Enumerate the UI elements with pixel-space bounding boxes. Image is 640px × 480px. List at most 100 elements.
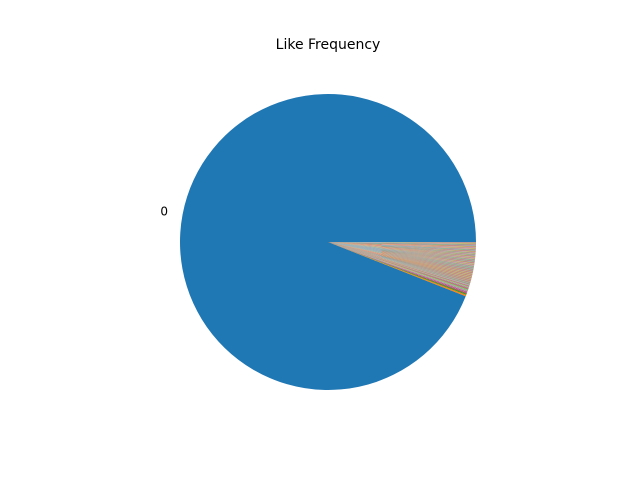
pie-slice xyxy=(328,242,467,297)
pie-slice xyxy=(328,242,474,268)
pie-slice xyxy=(328,242,476,260)
pie-slice xyxy=(328,242,473,276)
pie-slice xyxy=(328,242,472,279)
pie-slice xyxy=(328,242,473,275)
pie-slice xyxy=(328,242,476,252)
pie-slice xyxy=(328,242,470,285)
pie-slice xyxy=(328,242,476,247)
pie-slice xyxy=(328,242,476,247)
pie-slice xyxy=(328,242,472,277)
pie-slice xyxy=(328,242,474,269)
pie-slice xyxy=(328,242,476,244)
pie-slice xyxy=(328,242,476,255)
pie-slice xyxy=(328,242,476,260)
pie-slice xyxy=(328,242,476,249)
pie-slice xyxy=(328,242,473,276)
pie-slice xyxy=(328,242,476,255)
pie-slice xyxy=(328,242,476,245)
pie-slice xyxy=(328,242,472,279)
pie-slice xyxy=(328,242,471,284)
pie-slice xyxy=(328,242,472,280)
pie-slice xyxy=(328,242,473,277)
pie-slice xyxy=(328,242,476,257)
pie-slice xyxy=(328,242,474,271)
pie-slice xyxy=(328,242,471,284)
pie-slice xyxy=(328,242,476,250)
pie-slice xyxy=(328,242,475,267)
pie-slice xyxy=(328,242,468,294)
pie-slice xyxy=(328,242,475,266)
pie-slice xyxy=(328,242,476,258)
pie-slice xyxy=(328,242,471,283)
pie-slice xyxy=(328,242,468,292)
pie-slice xyxy=(328,242,473,275)
pie-slice xyxy=(328,242,476,246)
pie-slice xyxy=(328,242,472,277)
pie-slice xyxy=(328,242,474,268)
pie-slice xyxy=(328,242,474,269)
pie-slice xyxy=(328,242,476,257)
pie-slice xyxy=(328,242,476,256)
pie-slice xyxy=(328,242,475,260)
pie-slice xyxy=(328,242,476,248)
pie-slice xyxy=(328,242,470,285)
pie-slice xyxy=(328,242,475,261)
pie-slice xyxy=(328,242,476,243)
pie-slice xyxy=(328,242,476,250)
pie-slice xyxy=(328,242,476,255)
pie-slice xyxy=(328,242,473,274)
pie-slice xyxy=(328,242,476,254)
pie-slice xyxy=(328,242,476,257)
pie-slice xyxy=(328,242,474,268)
pie-slice xyxy=(328,242,470,285)
pie-slice xyxy=(328,242,474,271)
pie-slice xyxy=(328,242,475,265)
pie-slice xyxy=(328,242,475,266)
pie-slice xyxy=(328,242,473,275)
pie-slice xyxy=(328,242,476,246)
pie-slice xyxy=(328,242,474,271)
pie-slice xyxy=(328,242,472,277)
pie-slice xyxy=(328,242,469,291)
pie-slice xyxy=(328,242,476,257)
pie-slice xyxy=(328,242,476,248)
pie-slice xyxy=(328,242,472,281)
pie-slice xyxy=(328,242,471,281)
pie-slice xyxy=(328,242,473,273)
pie-slice xyxy=(328,242,473,275)
pie-slice xyxy=(328,242,476,249)
pie-slice xyxy=(328,242,474,271)
pie-slice xyxy=(328,242,476,254)
pie-slice xyxy=(328,242,475,266)
pie-slice xyxy=(328,242,472,278)
pie-slice xyxy=(328,242,472,279)
pie-slice xyxy=(328,242,470,286)
pie-slice xyxy=(328,242,476,259)
pie-slice xyxy=(328,242,476,253)
pie-slice xyxy=(328,242,476,245)
pie-slice xyxy=(328,242,475,260)
pie-slice xyxy=(328,242,473,272)
pie-slice xyxy=(328,242,476,253)
pie-slice xyxy=(328,242,475,264)
pie-slice xyxy=(328,242,469,289)
pie-slice xyxy=(328,242,473,274)
pie-slice xyxy=(328,242,476,251)
pie-slice xyxy=(328,242,476,252)
pie-slice xyxy=(328,242,476,244)
pie-slice xyxy=(328,242,469,289)
pie-slice xyxy=(328,242,476,250)
pie-slices xyxy=(180,94,477,391)
pie-slice xyxy=(328,242,476,245)
pie-slice xyxy=(328,242,475,262)
pie-slice xyxy=(328,242,476,258)
pie-slice xyxy=(328,242,471,282)
pie-slice xyxy=(328,242,476,249)
pie-slice xyxy=(328,242,474,271)
pie-slice xyxy=(328,242,476,251)
pie-slice xyxy=(328,242,469,289)
pie-slice xyxy=(328,242,469,288)
pie-slice xyxy=(328,242,470,287)
pie-slice xyxy=(328,242,474,269)
pie-slice xyxy=(328,242,476,258)
